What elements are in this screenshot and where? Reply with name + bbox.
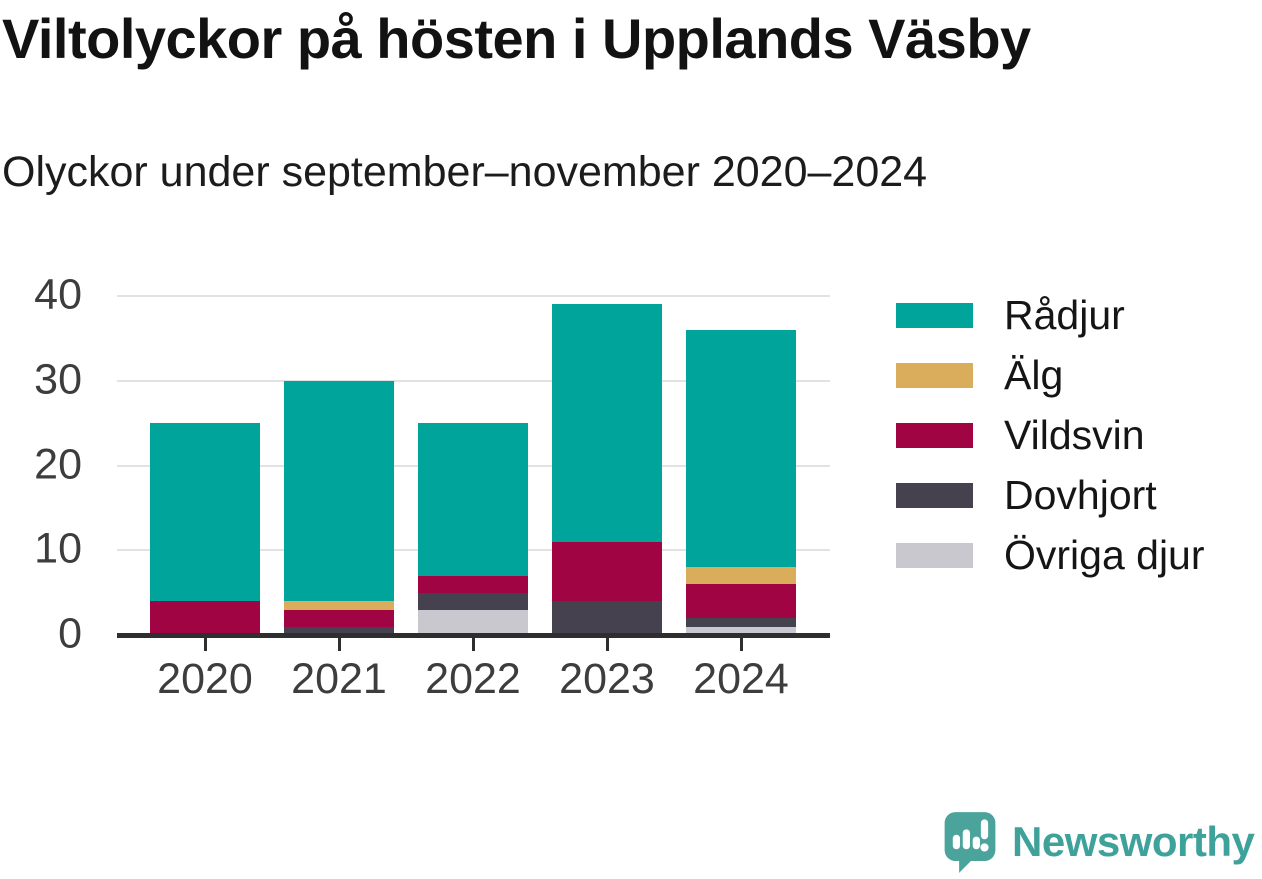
y-tick-label-40: 40 [34,270,82,319]
bar-2022-segment-radjur [418,423,528,576]
bar-2023-segment-dovhjort [552,601,662,635]
bar-2023-segment-vildsvin [552,541,662,602]
x-tick-label-2022: 2022 [425,655,521,703]
legend-label-dovhjort: Dovhjort [1004,472,1157,518]
legend-item-alg: Älg [896,352,1205,399]
bar-2020-segment-vildsvin [150,601,260,635]
bar-2023-segment-radjur [552,304,662,542]
bar-2021-segment-alg [284,601,394,610]
legend-label-vildsvin: Vildsvin [1004,412,1145,458]
legend-label-ovriga-djur: Övriga djur [1004,532,1205,578]
bar-2024 [686,329,796,635]
legend-label-radjur: Rådjur [1004,292,1125,338]
legend-item-radjur: Rådjur [896,292,1205,339]
legend-swatch-ovriga-djur [896,543,973,568]
x-axis-line [117,633,830,638]
bar-2021-segment-radjur [284,380,394,602]
newsworthy-logo-icon [944,812,996,873]
bar-2024-segment-dovhjort [686,618,796,627]
legend-swatch-radjur [896,303,973,328]
bar-2021-segment-vildsvin [284,609,394,627]
brand-wordmark: Newsworthy [1012,818,1255,865]
x-tick-label-2024: 2024 [693,655,789,703]
legend-swatch-alg [896,363,973,388]
bar-2023 [552,304,662,635]
x-tick-2023 [605,638,609,651]
legend-item-ovriga-djur: Övriga djur [896,532,1205,579]
bar-2024-segment-radjur [686,329,796,568]
brand-footer: Newsworthy [941,810,1255,874]
y-tick-label-30: 30 [34,355,82,404]
bar-2024-segment-ovriga-djur [686,626,796,635]
y-tick-label-10: 10 [34,524,82,573]
bar-2024-segment-alg [686,567,796,585]
legend-item-vildsvin: Vildsvin [896,412,1205,459]
bar-2022-segment-ovriga-djur [418,609,528,635]
bar-2022 [418,423,528,635]
x-tick-2022 [471,638,475,651]
y-tick-label-20: 20 [34,440,82,489]
legend-item-dovhjort: Dovhjort [896,472,1205,519]
bar-2021-segment-dovhjort [284,626,394,635]
y-tick-label-0: 0 [58,609,82,658]
x-tick-label-2020: 2020 [157,655,253,703]
legend: Rådjur Älg Vildsvin Dovhjort Övriga djur [896,292,1205,579]
legend-swatch-dovhjort [896,483,973,508]
bar-2024-segment-vildsvin [686,584,796,619]
x-tick-label-2023: 2023 [559,655,655,703]
chart-subtitle: Olyckor under september–november 2020–20… [2,148,928,196]
x-tick-label-2021: 2021 [291,655,387,703]
gridline-40 [117,295,830,297]
chart-title: Viltolyckor på hösten i Upplands Väsby [2,7,1031,70]
legend-swatch-vildsvin [896,423,973,448]
x-tick-2020 [203,638,207,651]
bar-2021 [284,380,394,635]
legend-label-alg: Älg [1004,352,1064,398]
x-tick-2024 [739,638,743,651]
x-tick-2021 [337,638,341,651]
bar-2022-segment-vildsvin [418,575,528,593]
bar-2020 [150,423,260,635]
bar-2020-segment-radjur [150,423,260,602]
bar-2022-segment-dovhjort [418,592,528,610]
gridline-30 [117,379,830,382]
